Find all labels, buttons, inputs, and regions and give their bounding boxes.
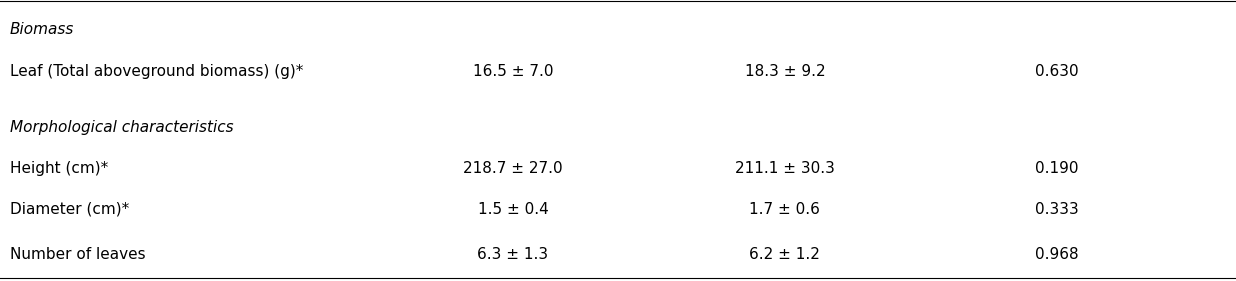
Text: 1.5 ± 0.4: 1.5 ± 0.4: [477, 202, 549, 217]
Text: Number of leaves: Number of leaves: [10, 247, 146, 262]
Text: Height (cm)*: Height (cm)*: [10, 161, 108, 176]
Text: 218.7 ± 27.0: 218.7 ± 27.0: [464, 161, 562, 176]
Text: 18.3 ± 9.2: 18.3 ± 9.2: [744, 64, 826, 79]
Text: 211.1 ± 30.3: 211.1 ± 30.3: [735, 161, 834, 176]
Text: 6.2 ± 1.2: 6.2 ± 1.2: [749, 247, 821, 262]
Text: Morphological characteristics: Morphological characteristics: [10, 120, 234, 135]
Text: 0.333: 0.333: [1035, 202, 1079, 217]
Text: 6.3 ± 1.3: 6.3 ± 1.3: [477, 247, 549, 262]
Text: 16.5 ± 7.0: 16.5 ± 7.0: [472, 64, 554, 79]
Text: 0.190: 0.190: [1035, 161, 1079, 176]
Text: 1.7 ± 0.6: 1.7 ± 0.6: [749, 202, 821, 217]
Text: 0.630: 0.630: [1035, 64, 1079, 79]
Text: Diameter (cm)*: Diameter (cm)*: [10, 202, 129, 217]
Text: 0.968: 0.968: [1035, 247, 1079, 262]
Text: Biomass: Biomass: [10, 22, 74, 37]
Text: Leaf (Total aboveground biomass) (g)*: Leaf (Total aboveground biomass) (g)*: [10, 64, 303, 79]
